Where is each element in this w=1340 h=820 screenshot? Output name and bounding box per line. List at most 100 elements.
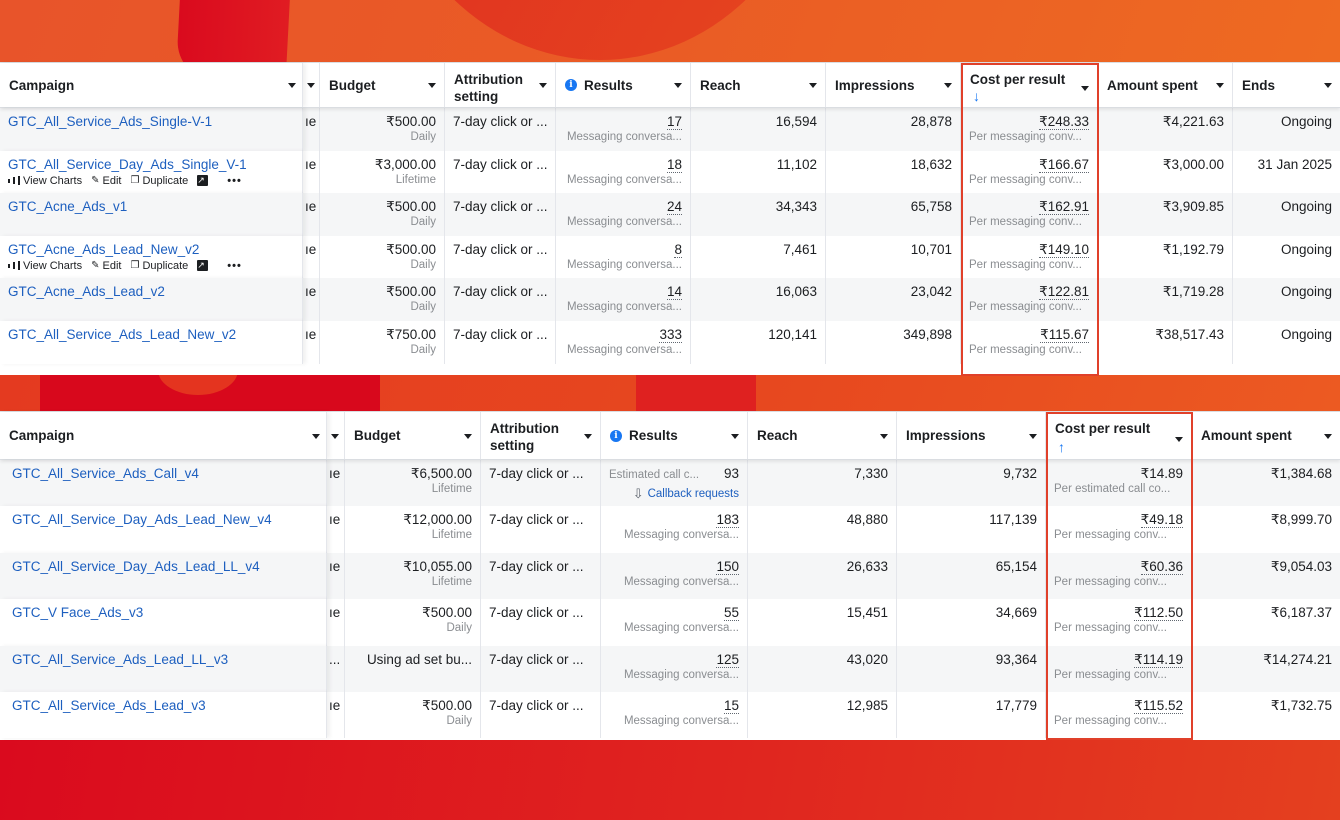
caret-down-icon[interactable]	[944, 83, 952, 88]
table-row[interactable]: GTC_All_Service_Ads_Single-V-1 ıe ₹500.0…	[0, 108, 1340, 151]
column-header-results[interactable]: i Results	[601, 412, 748, 459]
edit-button[interactable]: ✎ Edit	[91, 260, 121, 272]
campaign-name-link[interactable]: GTC_V Face_Ads_v3	[12, 605, 144, 621]
duplicate-button[interactable]: ❐ Duplicate	[130, 260, 188, 272]
sort-ascending-arrow-icon[interactable]: ↑	[1058, 439, 1065, 455]
cost-per-result-value[interactable]: ₹114.19	[1134, 651, 1183, 668]
table-row[interactable]: GTC_Acne_Ads_Lead_New_v2 View Charts ✎ Ed…	[0, 235, 1340, 279]
view-charts-button[interactable]: View Charts	[8, 175, 82, 187]
results-value[interactable]: 15	[723, 697, 739, 714]
column-header-impressions[interactable]: Impressions	[897, 412, 1046, 459]
campaign-name-link[interactable]: GTC_All_Service_Day_Ads_Lead_LL_v4	[12, 558, 260, 574]
column-header-cost-per-result[interactable]: Cost per result ↑	[1046, 412, 1192, 459]
table-row[interactable]: GTC_V Face_Ads_v3 ıe ₹500.00 Daily 7-day…	[0, 599, 1340, 646]
caret-down-icon[interactable]	[584, 433, 592, 439]
column-header-results[interactable]: i Results	[556, 63, 691, 107]
campaign-name-link[interactable]: GTC_All_Service_Ads_Lead_v3	[12, 697, 206, 713]
cost-per-result-value[interactable]: ₹49.18	[1140, 512, 1183, 529]
table-row[interactable]: GTC_Acne_Ads_Lead_v2 ıe ₹500.00 Daily 7-…	[0, 278, 1340, 321]
column-header-delivery[interactable]	[327, 412, 345, 459]
caret-down-icon[interactable]	[731, 433, 739, 439]
results-value[interactable]: 18	[666, 156, 682, 173]
more-options-button[interactable]: •••	[227, 260, 242, 272]
results-value[interactable]: 17	[666, 114, 682, 130]
caret-down-icon[interactable]	[809, 83, 817, 88]
column-header-campaign[interactable]: Campaign	[0, 412, 327, 459]
results-value[interactable]: 55	[723, 605, 739, 622]
table-row[interactable]: GTC_All_Service_Day_Ads_Lead_LL_v4 ıe ₹1…	[0, 552, 1340, 600]
caret-down-icon[interactable]	[464, 433, 472, 439]
callback-requests-link[interactable]: ⇩ Callback requests	[609, 487, 739, 501]
results-value[interactable]: 183	[716, 512, 739, 529]
cost-per-result-value[interactable]: ₹60.36	[1140, 558, 1183, 575]
campaign-name-link[interactable]: GTC_All_Service_Ads_Lead_New_v2	[8, 326, 237, 342]
caret-down-icon[interactable]	[1324, 83, 1332, 88]
campaign-name-link[interactable]: GTC_All_Service_Ads_Call_v4	[12, 466, 199, 481]
results-value[interactable]: 14	[666, 284, 682, 301]
duplicate-button[interactable]: ❐ Duplicate	[130, 175, 188, 187]
results-value[interactable]: 8	[674, 241, 682, 258]
table-row[interactable]: GTC_All_Service_Day_Ads_Single_V-1 View …	[0, 150, 1340, 194]
table-row[interactable]: GTC_All_Service_Ads_Lead_v3 ıe ₹500.00 D…	[0, 691, 1340, 739]
more-options-button[interactable]: •••	[227, 175, 242, 187]
campaign-name-link[interactable]: GTC_All_Service_Day_Ads_Lead_New_v4	[12, 512, 272, 528]
results-value[interactable]: 333	[659, 326, 682, 343]
cost-per-result-value[interactable]: ₹122.81	[1039, 284, 1089, 301]
results-value[interactable]: 125	[716, 651, 739, 668]
cost-per-result-value[interactable]: ₹115.52	[1134, 697, 1183, 714]
table-row[interactable]: GTC_All_Service_Day_Ads_Lead_New_v4 ıe ₹…	[0, 506, 1340, 553]
caret-down-icon[interactable]	[1324, 433, 1332, 439]
column-header-reach[interactable]: Reach	[691, 63, 826, 107]
cost-per-result-value[interactable]: ₹248.33	[1039, 114, 1089, 130]
caret-down-icon[interactable]	[674, 83, 682, 88]
caret-down-icon[interactable]	[539, 83, 547, 88]
column-header-delivery[interactable]	[303, 63, 320, 107]
table-row[interactable]: GTC_All_Service_Ads_Lead_LL_v3 ... Using…	[0, 645, 1340, 692]
cost-per-result-value[interactable]: ₹112.50	[1134, 605, 1183, 622]
trend-button[interactable]: ↗	[197, 260, 209, 272]
results-value[interactable]: 24	[666, 199, 682, 216]
caret-down-icon[interactable]	[1081, 86, 1089, 91]
cost-per-result-value[interactable]: ₹149.10	[1039, 241, 1089, 258]
column-header-attribution[interactable]: Attribution setting	[481, 412, 601, 459]
caret-down-icon[interactable]	[1175, 436, 1183, 442]
table-row[interactable]: GTC_All_Service_Ads_Lead_New_v2 ıe ₹750.…	[0, 320, 1340, 364]
cost-per-result-value[interactable]: ₹115.67	[1040, 326, 1089, 343]
results-value[interactable]: 150	[716, 558, 739, 575]
caret-down-icon[interactable]	[331, 433, 339, 439]
column-header-cost-per-result[interactable]: Cost per result ↓	[961, 63, 1098, 107]
campaign-name-link[interactable]: GTC_Acne_Ads_Lead_New_v2	[8, 241, 200, 257]
cost-per-result-value[interactable]: ₹162.91	[1039, 199, 1089, 216]
caret-down-icon[interactable]	[880, 433, 888, 439]
edit-button[interactable]: ✎ Edit	[91, 175, 121, 187]
info-icon[interactable]: i	[610, 429, 622, 442]
campaign-name-link[interactable]: GTC_All_Service_Day_Ads_Single_V-1	[8, 156, 247, 172]
campaign-name-link[interactable]: GTC_Acne_Ads_v1	[8, 199, 128, 215]
column-header-ends[interactable]: Ends	[1233, 63, 1340, 107]
column-header-attribution[interactable]: Attribution setting	[445, 63, 556, 107]
cost-per-result-value[interactable]: ₹14.89	[1140, 466, 1183, 481]
table-row[interactable]: GTC_All_Service_Ads_Call_v4 ıe ₹6,500.00…	[0, 460, 1340, 507]
sort-descending-arrow-icon[interactable]: ↓	[973, 88, 980, 104]
table-row[interactable]: GTC_Acne_Ads_v1 ıe ₹500.00 Daily 7-day c…	[0, 193, 1340, 236]
column-header-budget[interactable]: Budget	[320, 63, 445, 107]
trend-button[interactable]: ↗	[197, 175, 209, 187]
caret-down-icon[interactable]	[307, 83, 315, 88]
caret-down-icon[interactable]	[312, 433, 320, 439]
column-header-budget[interactable]: Budget	[345, 412, 481, 459]
column-header-impressions[interactable]: Impressions	[826, 63, 961, 107]
results-value[interactable]: 93	[723, 466, 739, 481]
campaign-name-link[interactable]: GTC_All_Service_Ads_Lead_LL_v3	[12, 651, 229, 667]
view-charts-button[interactable]: View Charts	[8, 260, 82, 272]
caret-down-icon[interactable]	[288, 83, 296, 88]
column-header-amount-spent[interactable]: Amount spent	[1192, 412, 1340, 459]
cost-per-result-value[interactable]: ₹166.67	[1039, 156, 1089, 173]
column-header-reach[interactable]: Reach	[748, 412, 897, 459]
caret-down-icon[interactable]	[1029, 433, 1037, 439]
info-icon[interactable]: i	[565, 79, 577, 91]
campaign-name-link[interactable]: GTC_All_Service_Ads_Single-V-1	[8, 114, 213, 129]
campaign-name-link[interactable]: GTC_Acne_Ads_Lead_v2	[8, 284, 165, 300]
column-header-amount-spent[interactable]: Amount spent	[1098, 63, 1233, 107]
caret-down-icon[interactable]	[428, 83, 436, 88]
column-header-campaign[interactable]: Campaign	[0, 63, 303, 107]
